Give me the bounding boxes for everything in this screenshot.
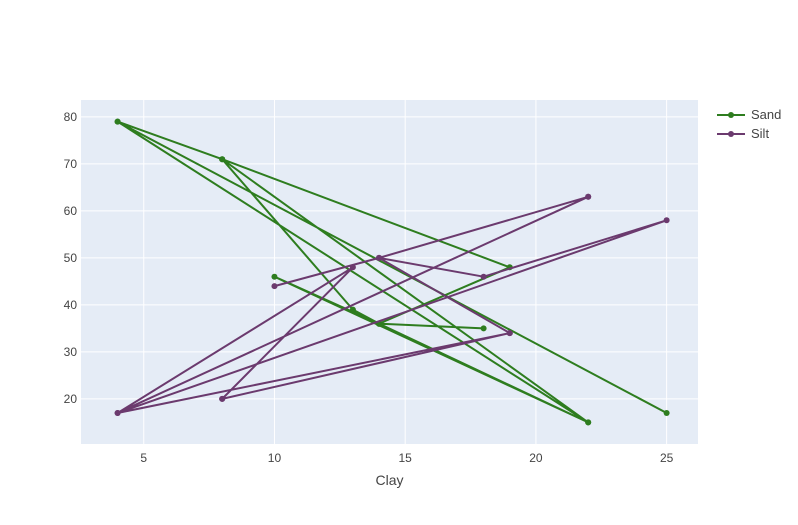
series-layer — [114, 118, 670, 426]
legend-swatch-marker — [728, 112, 734, 118]
x-tick-label: 20 — [529, 451, 543, 465]
data-point-silt[interactable] — [480, 273, 487, 280]
x-axis-ticks: 5 10 15 20 25 — [140, 451, 673, 465]
legend-item-silt[interactable]: Silt — [717, 126, 769, 141]
x-tick-label: 10 — [268, 451, 282, 465]
legend[interactable]: Sand Silt — [717, 107, 781, 141]
legend-label: Silt — [751, 126, 769, 141]
y-tick-label: 20 — [64, 392, 78, 406]
data-point-sand[interactable] — [271, 273, 278, 280]
y-tick-label: 30 — [64, 345, 78, 359]
y-tick-label: 40 — [64, 298, 78, 312]
data-point-silt[interactable] — [663, 217, 670, 224]
legend-swatch-marker — [728, 131, 734, 137]
data-point-sand[interactable] — [663, 409, 670, 416]
x-tick-label: 5 — [140, 451, 147, 465]
data-point-silt[interactable] — [219, 395, 226, 402]
legend-label: Sand — [751, 107, 781, 122]
y-axis-ticks: 20 30 40 50 60 70 80 — [64, 110, 78, 406]
data-point-silt[interactable] — [506, 330, 513, 337]
data-point-sand[interactable] — [219, 156, 226, 163]
data-point-silt[interactable] — [585, 193, 592, 200]
data-point-silt[interactable] — [271, 283, 278, 290]
y-tick-label: 60 — [64, 204, 78, 218]
series-silt — [114, 193, 670, 416]
legend-item-sand[interactable]: Sand — [717, 107, 781, 122]
data-point-silt[interactable] — [376, 254, 383, 261]
data-point-sand[interactable] — [480, 325, 487, 332]
data-point-sand[interactable] — [585, 419, 592, 426]
x-axis-title: Clay — [375, 472, 403, 488]
data-point-silt[interactable] — [349, 264, 356, 271]
x-tick-label: 15 — [399, 451, 413, 465]
data-point-sand[interactable] — [349, 306, 356, 313]
y-tick-label: 80 — [64, 110, 78, 124]
y-tick-label: 50 — [64, 251, 78, 265]
data-point-silt[interactable] — [114, 409, 121, 416]
series-sand — [114, 118, 670, 426]
x-tick-label: 25 — [660, 451, 674, 465]
series-line-sand — [116, 120, 668, 424]
data-point-sand[interactable] — [114, 118, 121, 125]
y-tick-label: 70 — [64, 157, 78, 171]
